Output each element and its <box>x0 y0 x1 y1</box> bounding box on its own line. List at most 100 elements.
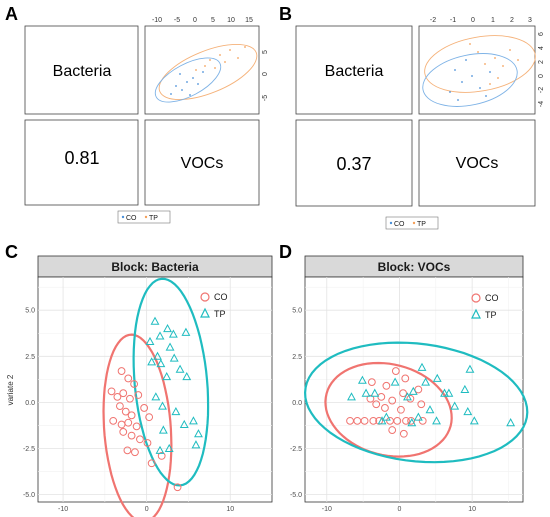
tp-point <box>421 377 431 386</box>
co-point <box>126 394 134 403</box>
tp-ellipse <box>158 44 258 100</box>
tp-point <box>489 83 491 85</box>
co-point <box>147 459 156 468</box>
cell-scatter <box>144 25 260 115</box>
tp-point <box>162 371 172 381</box>
right-tick: 0 <box>538 74 545 78</box>
tp-point <box>237 57 239 59</box>
co-point <box>485 95 487 97</box>
co-point <box>127 431 136 440</box>
correlation-value: 0.37 <box>336 154 371 174</box>
tp-point <box>204 65 206 67</box>
tp-point <box>390 377 400 386</box>
panel-b: B Bacteria 0.37 VOCs -2 -1 0 1 2 3 6 4 2… <box>279 4 545 230</box>
legend-tp-label: TP <box>485 310 497 320</box>
tp-point <box>432 373 442 382</box>
tp-point <box>463 406 473 416</box>
tp-point <box>484 63 486 65</box>
co-point <box>131 448 139 457</box>
co-point <box>186 81 188 83</box>
tp-point <box>163 323 172 333</box>
tp-point <box>413 412 423 421</box>
tp-point <box>151 392 161 401</box>
co-point <box>130 380 139 388</box>
tp-point <box>440 388 449 397</box>
legend-co-marker <box>471 293 481 303</box>
co-point <box>192 77 194 79</box>
tp-point <box>214 67 216 69</box>
co-point <box>119 389 128 398</box>
tp-point <box>224 61 226 63</box>
tp-point <box>517 59 519 61</box>
cell-bacteria-label <box>295 25 413 115</box>
co-point <box>399 429 408 438</box>
co-point <box>454 69 456 71</box>
confidence-ellipses <box>102 277 210 517</box>
top-axis-ticks: -2 -1 0 1 2 3 <box>430 17 532 24</box>
legend-a: CO TP <box>117 210 171 224</box>
co-point <box>175 85 177 87</box>
right-axis-ticks: 5 0 -5 <box>262 50 269 101</box>
co-point <box>401 374 410 383</box>
co-point <box>377 392 386 401</box>
data-points <box>346 362 516 438</box>
grid <box>38 277 272 502</box>
tp-point <box>150 316 160 325</box>
co-point <box>107 387 116 396</box>
tp-point <box>497 77 499 79</box>
tp-point <box>469 416 479 425</box>
tp-point <box>145 336 155 346</box>
legend-tp-marker <box>412 221 416 225</box>
co-point <box>417 400 426 409</box>
tp-point <box>219 54 221 56</box>
tp-point <box>477 51 479 53</box>
legend-co-label: CO <box>394 221 405 228</box>
tp-point <box>156 359 166 368</box>
co-point <box>157 451 166 460</box>
top-tick: 0 <box>193 17 197 24</box>
co-point <box>465 59 467 61</box>
tp-point <box>408 386 418 395</box>
co-point <box>179 73 181 75</box>
tp-point <box>189 416 198 425</box>
top-tick: 0 <box>471 17 475 24</box>
y-tick-label: 0.0 <box>25 400 35 407</box>
right-tick: 6 <box>538 32 545 36</box>
co-point <box>479 87 481 89</box>
tp-point <box>181 327 191 336</box>
legend-tp-label: TP <box>214 309 226 319</box>
tp-point <box>175 364 185 373</box>
co-point <box>489 71 491 73</box>
co-point <box>369 416 378 425</box>
co-point <box>116 402 124 410</box>
tp-point <box>169 353 179 362</box>
co-point <box>181 89 183 91</box>
co-point <box>397 405 405 414</box>
panel-c: C Block: Bacteria -10 0 10 -5.0 -2.5 0.0 2.5 5.… <box>5 242 273 517</box>
co-point <box>449 91 451 93</box>
co-ellipse <box>324 361 453 458</box>
co-point <box>113 392 122 401</box>
right-tick: -2 <box>538 87 545 93</box>
y-tick-label: 0.0 <box>292 400 302 407</box>
right-tick: 5 <box>262 50 269 54</box>
top-tick: -5 <box>174 17 180 24</box>
chart-title: Block: VOCs <box>378 260 451 274</box>
x-tick-label: -10 <box>322 506 332 513</box>
co-point <box>388 396 397 405</box>
tp-point <box>155 331 165 340</box>
tp-point <box>195 69 197 71</box>
co-point <box>393 416 402 425</box>
co-ellipse <box>154 57 222 103</box>
block-label-vocs: VOCs <box>456 155 499 172</box>
grid <box>305 277 523 502</box>
top-axis-ticks: -10 -5 0 5 10 15 <box>152 17 253 24</box>
y-tick-label: -5.0 <box>23 492 35 499</box>
co-point <box>414 385 423 394</box>
co-point <box>366 394 375 403</box>
tp-point <box>209 59 211 61</box>
top-tick: 2 <box>510 17 514 24</box>
co-point <box>457 99 459 101</box>
co-point <box>145 413 154 422</box>
legend-box <box>117 210 171 224</box>
